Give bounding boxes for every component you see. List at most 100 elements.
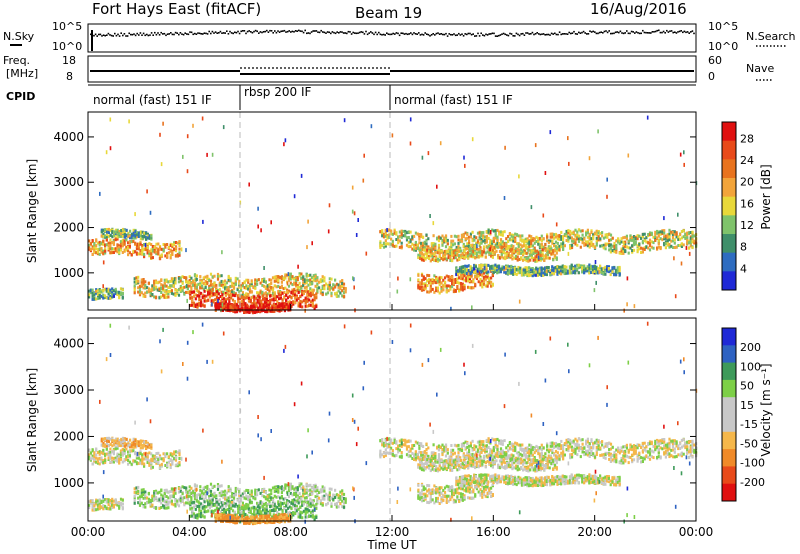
scatter-cell <box>251 304 255 308</box>
scatter-cell <box>301 300 304 304</box>
scatter-cell <box>308 298 311 302</box>
scatter-cell <box>446 238 449 242</box>
scatter-cell <box>525 257 528 260</box>
nsky-point <box>402 32 404 35</box>
scatter-cell <box>225 305 228 309</box>
scatter-cell <box>500 245 503 249</box>
scatter-cell <box>220 290 223 294</box>
nsky-point <box>635 31 638 33</box>
scatter-cell <box>207 292 210 296</box>
scatter-cell <box>514 256 518 260</box>
scatter-cell <box>523 238 526 242</box>
scatter-cell <box>287 305 290 309</box>
scatter-cell <box>537 242 540 246</box>
scatter-noise-point <box>300 173 303 178</box>
scatter-cell <box>102 293 105 297</box>
scatter-cell <box>429 259 432 263</box>
scatter-cell <box>181 286 184 290</box>
nsky-point <box>510 33 513 35</box>
nsky-point <box>211 30 214 33</box>
nsky-point <box>157 32 159 34</box>
scatter-cell <box>257 291 260 295</box>
scatter-cell <box>577 263 580 267</box>
scatter-cell <box>504 251 507 255</box>
scatter-cell <box>135 276 138 280</box>
scatter-cell <box>560 269 563 273</box>
nsky-point <box>259 31 262 33</box>
scatter-cell <box>206 274 209 278</box>
scatter-cell <box>287 284 291 288</box>
scatter-cell <box>104 457 107 461</box>
nsky-point <box>666 29 668 32</box>
scatter-cell <box>294 293 297 297</box>
scatter-cell <box>687 241 691 245</box>
scatter-cell <box>590 229 593 233</box>
scatter-cell <box>677 244 680 247</box>
scatter-cell <box>93 292 96 295</box>
scatter-cell <box>579 237 582 240</box>
scatter-cell <box>260 299 263 303</box>
scatter-cell <box>142 286 145 290</box>
scatter-cell <box>458 276 461 280</box>
nsky-point <box>360 31 362 33</box>
nsky-point <box>264 30 266 33</box>
scatter-cell <box>285 302 288 306</box>
scatter-cell <box>457 238 460 242</box>
scatter-cell <box>599 244 602 248</box>
scatter-cell <box>271 292 275 296</box>
scatter-cell <box>449 287 452 291</box>
scatter-cell <box>549 268 552 272</box>
scatter-cell <box>381 234 384 238</box>
nsky-point <box>670 30 673 32</box>
scatter-noise-point <box>489 247 491 252</box>
scatter-cell <box>112 247 115 251</box>
scatter-cell <box>125 228 128 232</box>
scatter-cell <box>231 290 234 294</box>
scatter-cell <box>267 309 271 313</box>
scatter-cell <box>237 307 240 311</box>
scatter-cell <box>671 230 675 234</box>
scatter-cell <box>166 252 169 256</box>
scatter-cell <box>268 289 271 293</box>
scatter-cell <box>532 249 535 253</box>
nsky-point <box>614 31 617 34</box>
scatter-cell <box>480 231 483 235</box>
scatter-cell <box>306 290 309 294</box>
scatter-cell <box>238 285 241 289</box>
scatter-cell <box>227 278 230 282</box>
nsky-point <box>430 34 433 36</box>
scatter-cell <box>484 241 487 245</box>
scatter-cell <box>234 280 237 284</box>
scatter-cell <box>451 259 454 263</box>
scatter-cell <box>671 233 675 237</box>
scatter-cell <box>426 250 429 254</box>
cpid-panel: CPID normal (fast) 151 IF rbsp 200 IF no… <box>6 84 696 110</box>
scatter-cell <box>648 244 652 248</box>
scatter-cell <box>407 244 410 248</box>
scatter-cell <box>417 273 420 277</box>
scatter-cell <box>640 251 643 254</box>
scatter-cell <box>572 270 575 274</box>
scatter-cell <box>562 237 565 241</box>
nsky-point <box>446 35 449 37</box>
scatter-cell <box>183 276 186 279</box>
scatter-cell <box>584 269 587 273</box>
scatter-cell <box>616 267 619 271</box>
scatter-cell <box>429 281 432 285</box>
scatter-cell <box>547 239 550 243</box>
nsky-point <box>219 30 222 33</box>
scatter-noise-point <box>105 150 108 155</box>
scatter-cell <box>319 289 322 292</box>
scatter-cell <box>418 241 421 245</box>
scatter-cell <box>550 250 553 254</box>
scatter-cell <box>484 277 487 281</box>
scatter-cell <box>490 268 493 272</box>
scatter-cell <box>121 295 124 299</box>
scatter-cell <box>100 228 103 232</box>
scatter-cell <box>133 280 136 284</box>
scatter-cell <box>425 233 428 237</box>
scatter-cell <box>420 278 424 282</box>
scatter-cell <box>167 245 170 249</box>
scatter-cell <box>224 293 227 297</box>
nsky-point <box>386 32 388 34</box>
